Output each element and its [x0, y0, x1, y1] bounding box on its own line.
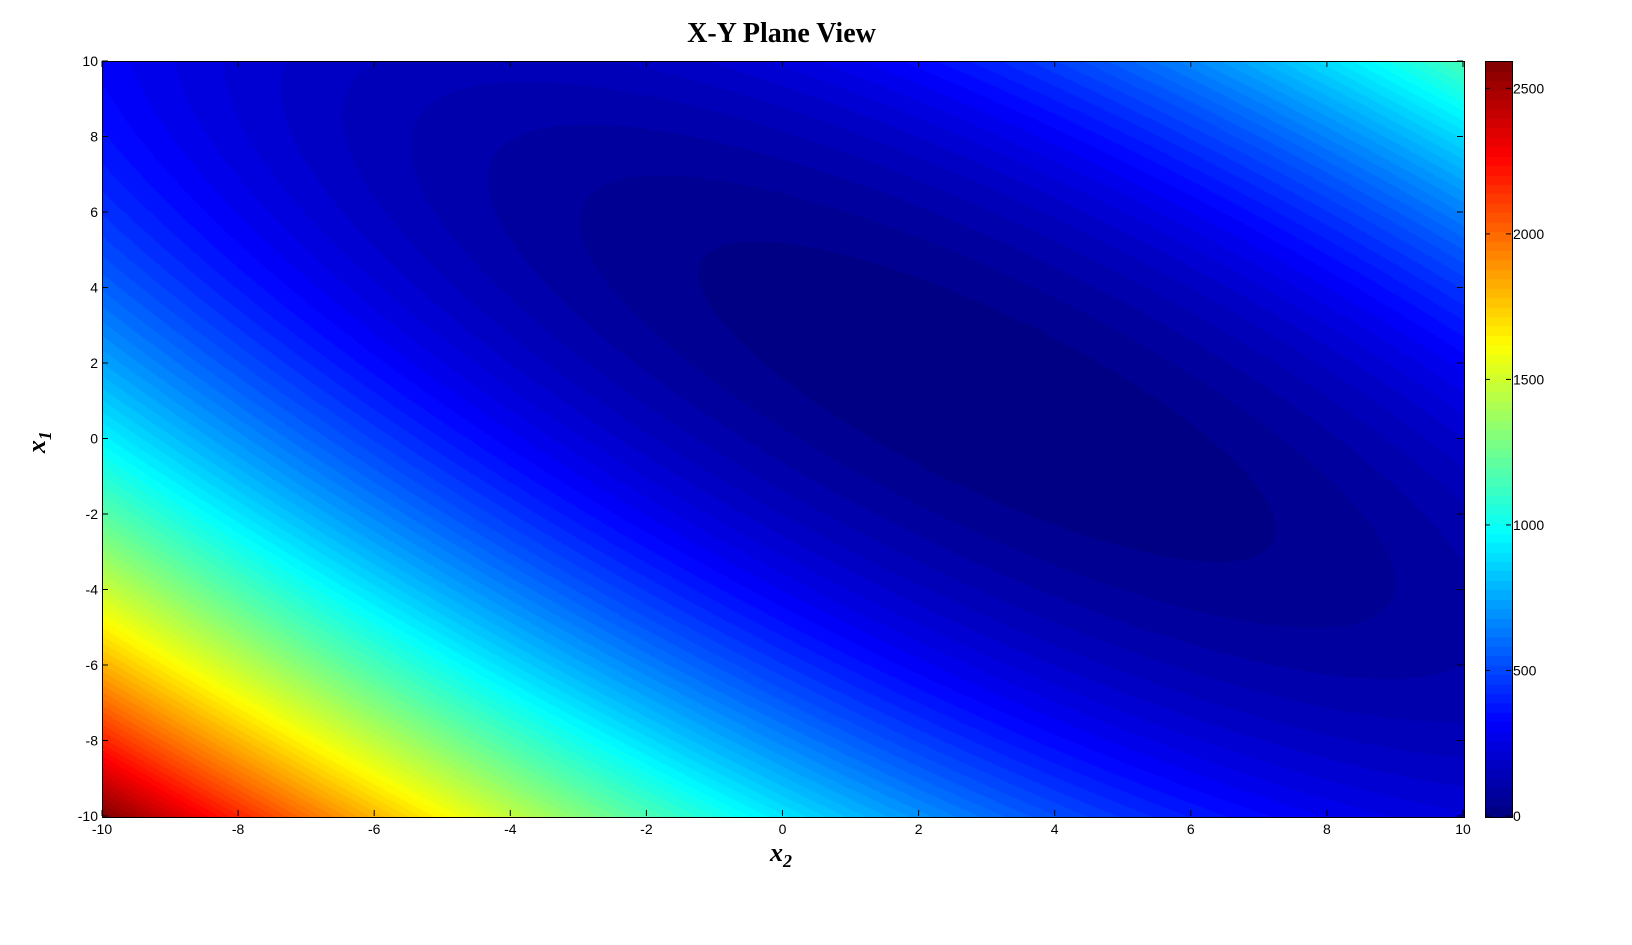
- colorbar-tick-label: 2500: [1513, 80, 1544, 96]
- colorbar: [1485, 61, 1513, 818]
- y-tick-label: -2: [86, 506, 99, 522]
- x-axis-label-base: x: [770, 838, 783, 867]
- y-tick-label: 10: [82, 53, 98, 69]
- y-tick-label: -8: [86, 733, 99, 749]
- x-tick-label: 0: [779, 821, 787, 837]
- x-tick-label: -2: [640, 821, 653, 837]
- colorbar-tick-label: 500: [1513, 662, 1537, 678]
- contour-field: [102, 61, 1465, 818]
- y-tick-label: 6: [90, 204, 98, 220]
- colorbar-tick-label: 0: [1513, 808, 1521, 824]
- y-tick-label: -10: [78, 808, 98, 824]
- x-axis-label-sub: 2: [783, 851, 792, 872]
- x-tick-label: -8: [232, 821, 245, 837]
- x-tick-label: -4: [504, 821, 517, 837]
- y-axis-label-base: x: [21, 440, 51, 454]
- colorbar-tick-label: 1500: [1513, 371, 1544, 387]
- x-tick-label: 10: [1455, 821, 1471, 837]
- x-tick-label: 8: [1323, 821, 1331, 837]
- x-tick-label: 6: [1187, 821, 1195, 837]
- y-tick-label: -4: [86, 582, 99, 598]
- x-tick-label: 4: [1051, 821, 1059, 837]
- y-axis-label-sub: 1: [35, 431, 56, 441]
- x-tick-label: 2: [915, 821, 923, 837]
- x-tick-label: -10: [92, 821, 112, 837]
- y-tick-label: -6: [86, 657, 99, 673]
- y-axis-label: x1: [22, 431, 56, 453]
- y-tick-label: 8: [90, 129, 98, 145]
- chart-title: X-Y Plane View: [687, 18, 876, 49]
- y-tick-label: 4: [90, 280, 98, 296]
- colorbar-tick-label: 2000: [1513, 226, 1544, 242]
- y-tick-label: 0: [90, 431, 98, 447]
- x-tick-label: -6: [368, 821, 381, 837]
- y-tick-label: 2: [90, 355, 98, 371]
- x-axis-label: x2: [770, 838, 792, 872]
- colorbar-tick-label: 1000: [1513, 517, 1544, 533]
